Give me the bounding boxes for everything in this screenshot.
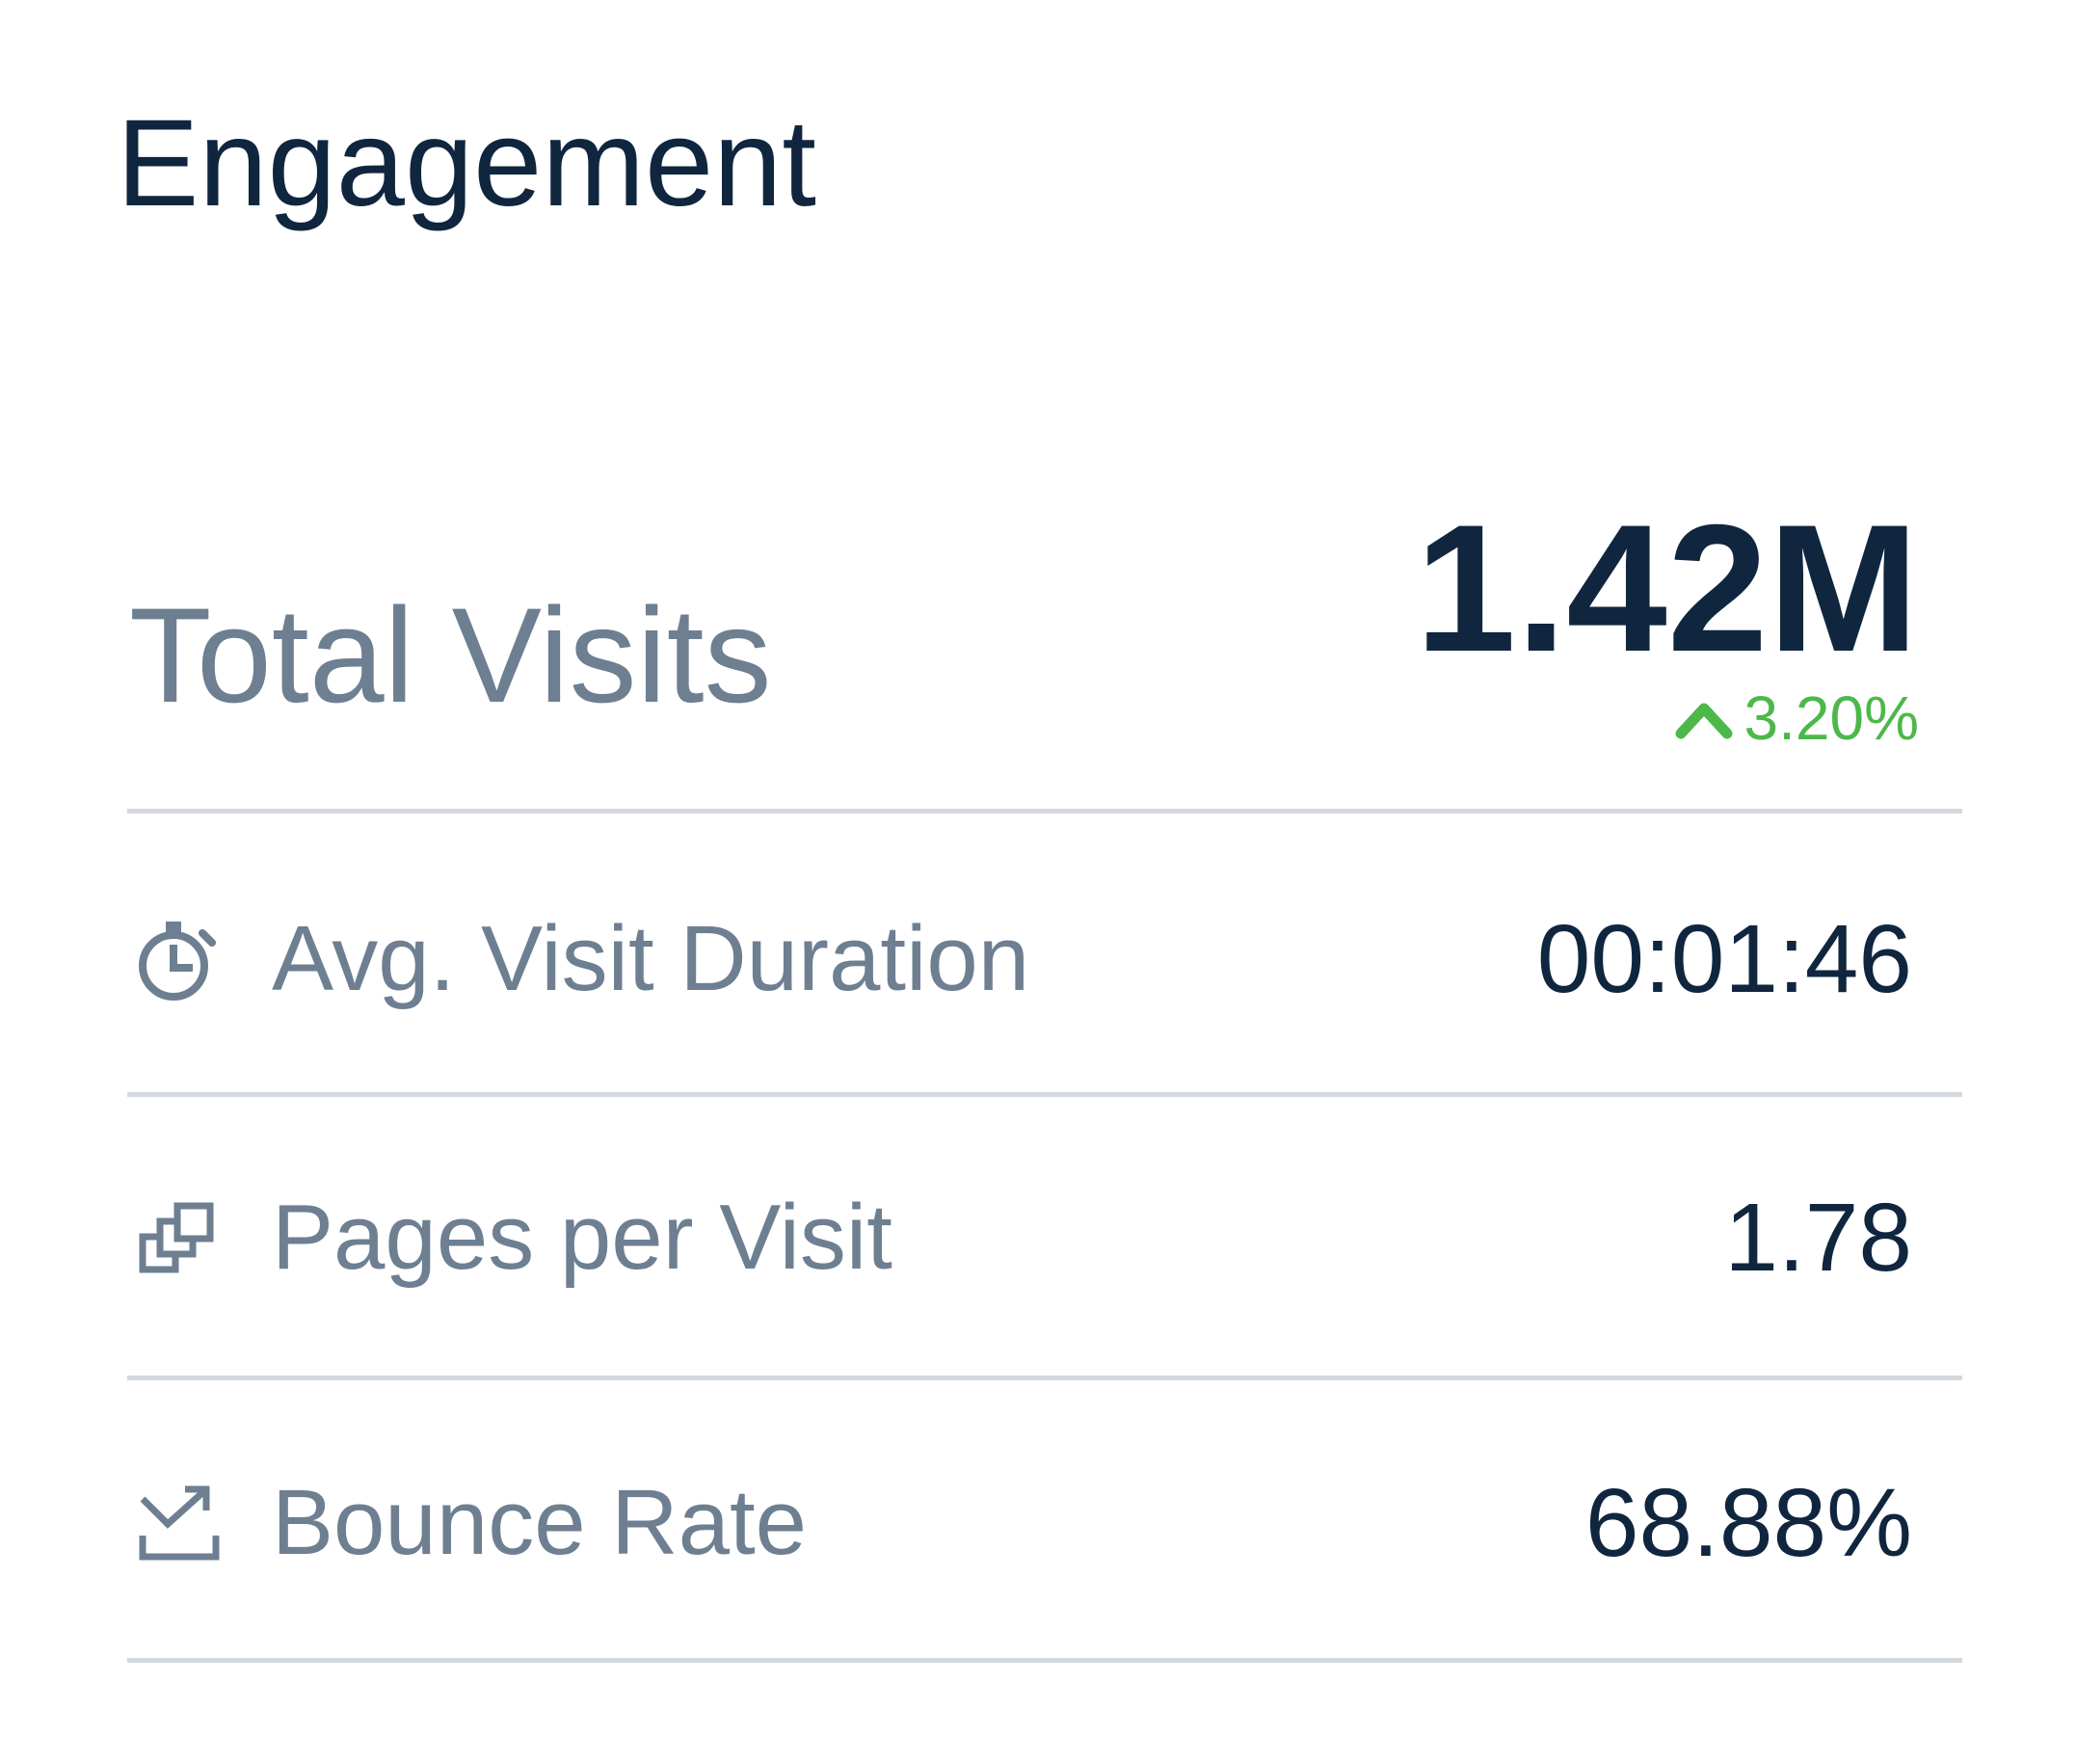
pages-stack-icon (135, 1194, 222, 1281)
metric-label: Pages per Visit (272, 1186, 892, 1289)
divider (127, 1658, 1962, 1663)
divider (127, 1092, 1962, 1097)
divider (127, 1376, 1962, 1380)
metric-row-pages-per-visit: Pages per Visit 1.78 (127, 1180, 1912, 1296)
divider (127, 809, 1962, 814)
total-visits-label: Total Visits (129, 579, 772, 731)
bounce-arrow-icon (135, 1480, 222, 1566)
metric-value: 68.88% (1584, 1469, 1912, 1577)
metric-value: 1.78 (1724, 1184, 1912, 1292)
card-title: Engagement (117, 94, 816, 232)
metric-row-avg-visit-duration: Avg. Visit Duration 00:01:46 (127, 901, 1912, 1017)
chevron-up-icon (1675, 697, 1733, 739)
total-visits-change: 3.20% (1743, 683, 1919, 753)
metric-value: 00:01:46 (1536, 905, 1912, 1013)
metric-label: Bounce Rate (272, 1471, 808, 1574)
total-visits-value: 1.42M (1415, 487, 1919, 689)
stopwatch-icon (135, 916, 222, 1002)
metric-row-bounce-rate: Bounce Rate 68.88% (127, 1465, 1912, 1581)
total-visits-trend: 3.20% (1675, 680, 1919, 757)
metric-label: Avg. Visit Duration (272, 907, 1030, 1010)
